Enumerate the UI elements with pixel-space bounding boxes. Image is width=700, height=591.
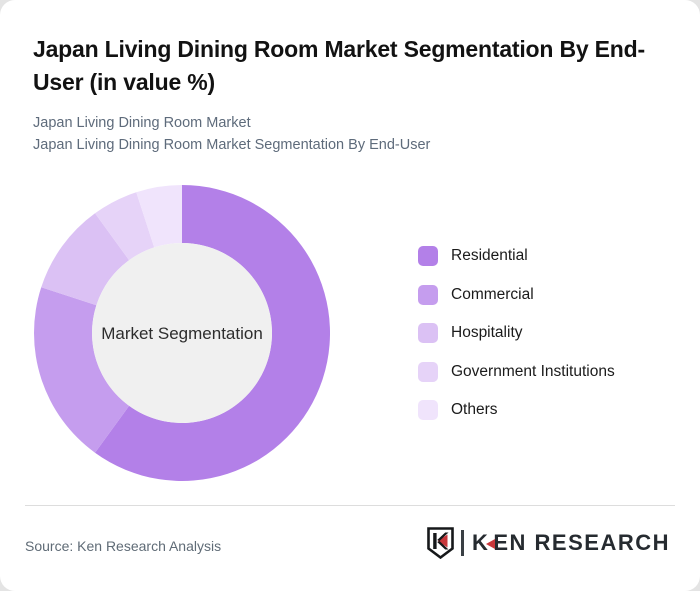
subtitle-line-1: Japan Living Dining Room Market	[33, 115, 251, 131]
ken-research-logo: K EN RESEARCH	[427, 527, 670, 559]
donut-slice-commercial	[33, 287, 130, 453]
source-note: Source: Ken Research Analysis	[25, 538, 222, 554]
legend-label-residential: Residential	[451, 247, 528, 264]
legend-item-hospitality: Hospitality	[418, 323, 615, 343]
donut-chart-svg: Market Segmentation	[33, 185, 331, 481]
donut-chart: Market Segmentation	[33, 185, 331, 481]
legend-label-hospitality: Hospitality	[451, 324, 523, 341]
logo-separator	[460, 530, 464, 556]
donut-slice-hospitality	[41, 213, 130, 306]
legend-label-government-institutions: Government Institutions	[451, 362, 615, 380]
legend-swatch-residential	[418, 246, 438, 266]
footer-divider	[25, 505, 675, 506]
donut-slice-government-institutions	[95, 192, 155, 261]
legend-swatch-others	[418, 400, 438, 420]
wordmark-red-triangle-icon	[486, 539, 496, 549]
legend-item-residential: Residential	[418, 246, 615, 266]
donut-hole	[92, 243, 272, 423]
legend-item-commercial: Commercial	[418, 284, 615, 305]
legend-label-others: Others	[451, 401, 498, 418]
chart-legend: Residential Commercial Hospitality Governme…	[418, 246, 615, 439]
page-title: Japan Living Dining Room Market Segmenta…	[33, 36, 645, 95]
legend-swatch-commercial	[418, 284, 438, 305]
donut-slice-others	[136, 185, 182, 248]
subtitle-line-2: Japan Living Dining Room Market Segmenta…	[33, 137, 431, 153]
legend-swatch-hospitality	[418, 323, 438, 343]
ken-research-wordmark: K EN RESEARCH	[472, 530, 670, 556]
subtitle-block: Japan Living Dining Room Market Japan Li…	[33, 112, 665, 156]
ken-research-shield-icon	[427, 527, 454, 559]
wordmark-rest: EN RESEARCH	[493, 530, 670, 555]
donut-slice-residential	[95, 185, 331, 481]
legend-label-commercial: Commercial	[451, 285, 534, 303]
legend-item-others: Others	[418, 400, 615, 420]
legend-item-government-institutions: Government Institutions	[418, 361, 615, 382]
donut-center-label: Market Segmentation	[101, 324, 263, 343]
wordmark-k: K	[471, 530, 490, 555]
legend-swatch-government-institutions	[418, 361, 438, 382]
